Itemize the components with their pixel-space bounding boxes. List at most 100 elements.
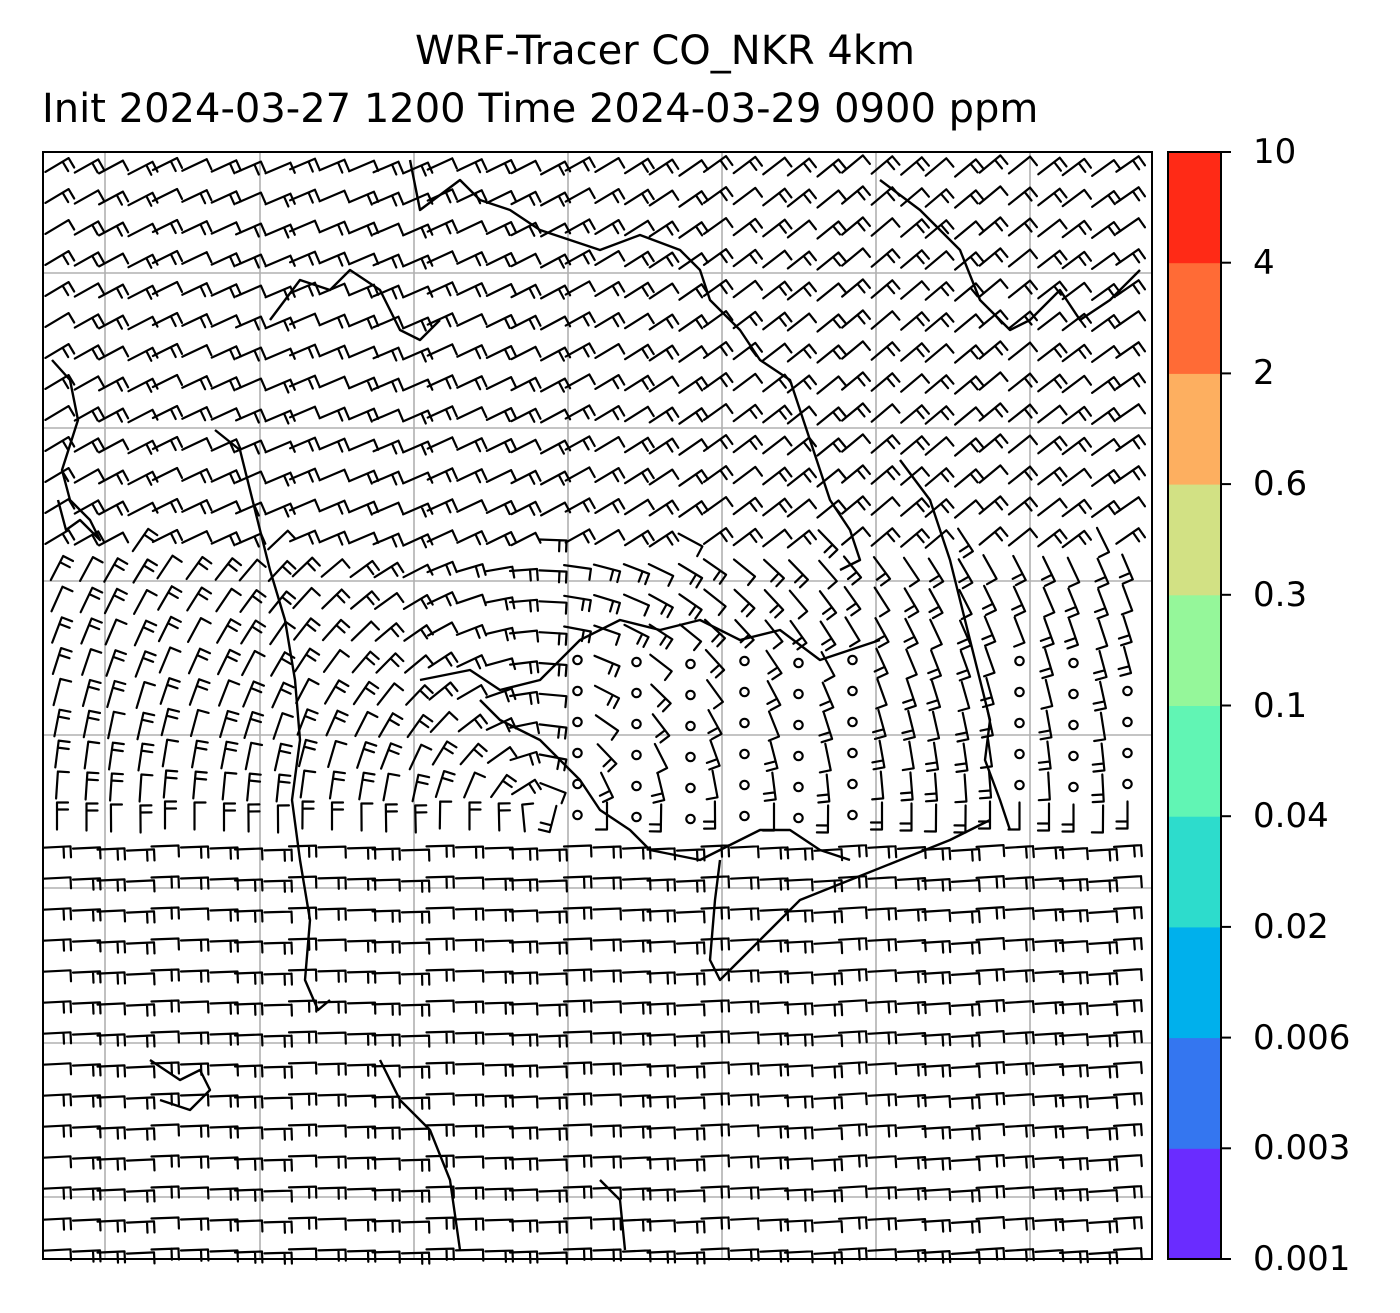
wind-barb bbox=[294, 647, 321, 673]
wind-barb bbox=[127, 191, 159, 207]
wind-barb bbox=[700, 844, 731, 858]
wind-barb bbox=[426, 591, 458, 607]
wind-barb bbox=[1093, 711, 1107, 743]
wind-barb bbox=[675, 1096, 706, 1110]
wind-barb bbox=[837, 875, 868, 889]
wind-barb bbox=[82, 709, 102, 739]
wind-barb bbox=[354, 710, 379, 738]
wind-barb bbox=[127, 377, 159, 393]
wind-barb bbox=[425, 1154, 455, 1168]
wind-barb bbox=[950, 1003, 981, 1017]
wind-barb bbox=[1058, 1095, 1089, 1109]
wind-barb bbox=[1061, 498, 1092, 518]
wind-barb bbox=[678, 500, 709, 518]
wind-barb bbox=[210, 345, 242, 361]
wind-barb bbox=[813, 879, 844, 893]
wind-barb bbox=[761, 802, 776, 832]
wind-barb bbox=[98, 221, 130, 237]
wind-barb bbox=[732, 496, 763, 516]
wind-barb bbox=[624, 343, 655, 361]
wind-barb bbox=[624, 250, 655, 268]
wind-barb bbox=[406, 713, 434, 739]
wind-barb bbox=[1004, 1031, 1035, 1045]
wind-barb bbox=[837, 1030, 868, 1044]
wind-barb bbox=[235, 284, 267, 298]
wind-barb bbox=[456, 251, 488, 267]
wind-barb bbox=[837, 1216, 868, 1230]
wind-barb bbox=[1115, 341, 1146, 359]
wind-barb bbox=[1037, 497, 1068, 517]
wind-barb bbox=[400, 1189, 431, 1203]
wind-barb bbox=[538, 692, 568, 709]
wind-barb bbox=[372, 222, 404, 236]
wind-barb bbox=[1007, 465, 1038, 485]
wind-barb bbox=[1042, 586, 1056, 618]
wind-barb bbox=[425, 968, 455, 982]
wind-barb bbox=[929, 618, 943, 650]
wind-barb bbox=[818, 742, 832, 774]
wind-barb bbox=[594, 281, 626, 297]
wind-barb bbox=[242, 680, 265, 708]
wind-barb bbox=[210, 438, 242, 454]
wind-barb bbox=[594, 219, 626, 235]
wind-barb bbox=[927, 710, 941, 742]
wind-barb bbox=[950, 1158, 981, 1172]
calm-wind-marker bbox=[847, 716, 858, 728]
wind-barb bbox=[950, 848, 981, 862]
wind-barb bbox=[900, 404, 930, 424]
wind-barb bbox=[51, 616, 74, 644]
wind-barb bbox=[562, 968, 593, 982]
wind-barb bbox=[289, 529, 321, 545]
wind-barb bbox=[675, 1065, 706, 1079]
wind-barb bbox=[400, 1096, 431, 1110]
wind-barb bbox=[562, 875, 593, 889]
wind-barb bbox=[1007, 403, 1038, 423]
wind-barb bbox=[138, 773, 154, 803]
wind-barb bbox=[921, 1157, 952, 1171]
wind-barb bbox=[425, 1092, 455, 1106]
wind-barb bbox=[270, 651, 296, 677]
wind-barb bbox=[1058, 971, 1089, 985]
wind-barb bbox=[85, 802, 99, 832]
wind-barb bbox=[564, 373, 596, 389]
wind-barb bbox=[677, 532, 704, 558]
colorbar-segment-7 bbox=[1168, 484, 1221, 596]
wind-barb bbox=[96, 1002, 127, 1016]
wind-barb bbox=[125, 1251, 156, 1265]
wind-barb bbox=[950, 972, 981, 986]
wind-barb bbox=[289, 436, 321, 452]
wind-barb bbox=[900, 497, 930, 517]
wind-barb bbox=[869, 801, 884, 831]
wind-barb bbox=[318, 313, 350, 329]
wind-barb bbox=[978, 278, 1009, 298]
wind-barb bbox=[624, 405, 655, 423]
wind-barb bbox=[125, 848, 156, 862]
wind-barb bbox=[954, 773, 968, 804]
wind-barb bbox=[813, 1158, 844, 1172]
wind-barb bbox=[678, 314, 709, 332]
wind-barb bbox=[901, 709, 916, 741]
wind-barb bbox=[956, 650, 972, 682]
wind-barb bbox=[1004, 1155, 1035, 1169]
wind-barb bbox=[598, 771, 614, 804]
calm-wind-marker bbox=[739, 686, 750, 698]
wind-barb bbox=[317, 1031, 347, 1045]
wind-barb bbox=[96, 1250, 127, 1264]
wind-barb bbox=[624, 312, 655, 330]
wind-barb bbox=[900, 249, 930, 269]
wind-barb bbox=[648, 313, 680, 331]
wind-barb bbox=[705, 739, 721, 771]
wind-barb bbox=[233, 1157, 264, 1171]
wind-barb bbox=[98, 500, 130, 516]
wind-barb bbox=[955, 711, 970, 743]
wind-barb bbox=[594, 405, 626, 421]
wind-barb bbox=[729, 845, 760, 859]
wind-barb bbox=[456, 344, 488, 360]
wind-barb bbox=[1037, 187, 1068, 207]
wind-barb bbox=[161, 738, 180, 768]
wind-barb bbox=[136, 711, 156, 741]
wind-barb bbox=[485, 159, 517, 175]
wind-barb bbox=[125, 1158, 156, 1172]
wind-barb bbox=[135, 681, 156, 709]
wind-barb bbox=[762, 771, 777, 802]
